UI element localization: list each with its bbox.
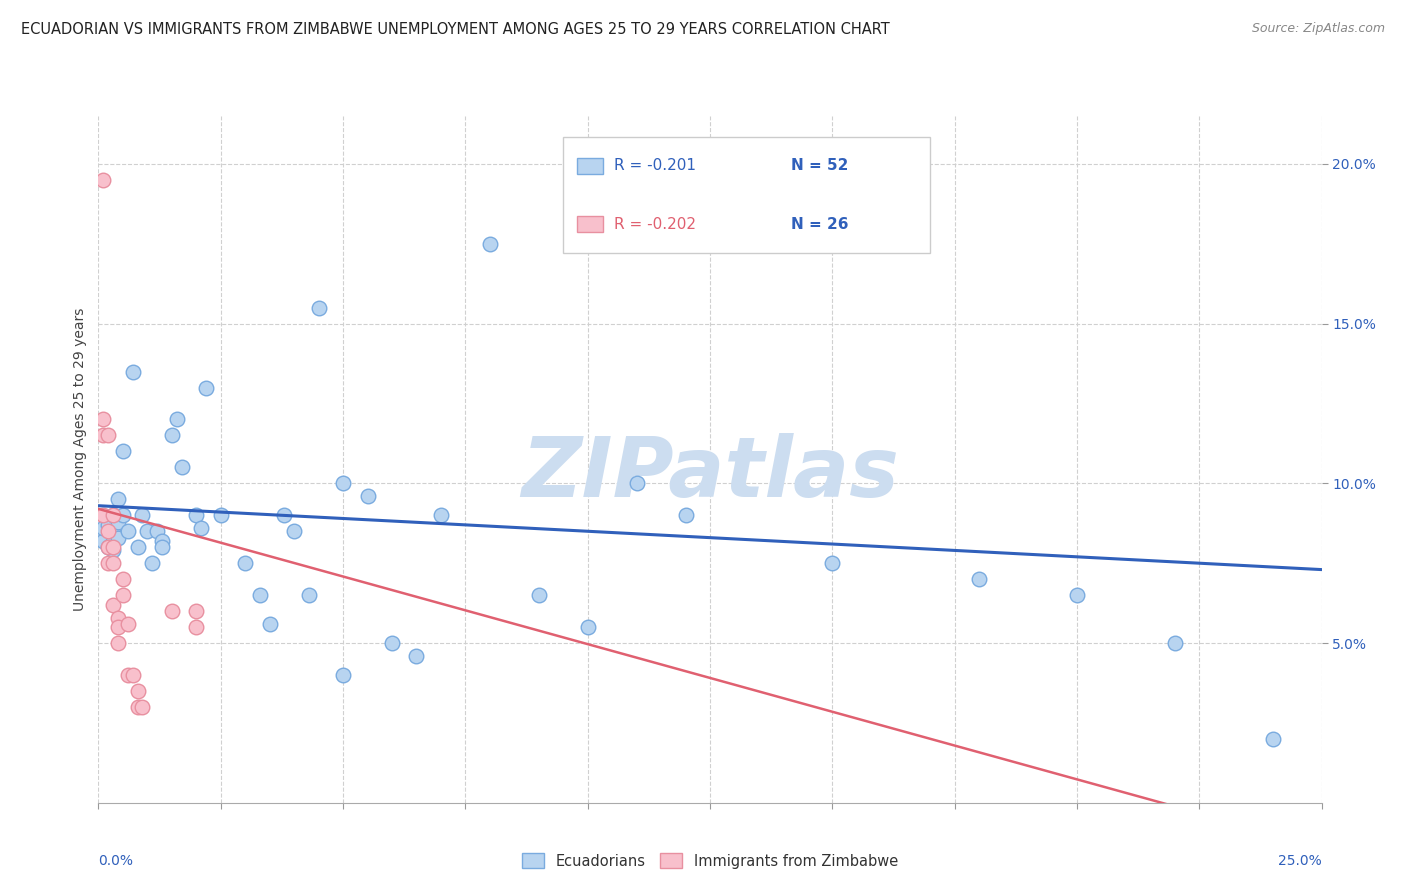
Ecuadorians xyxy=(478,236,501,251)
Ecuadorians xyxy=(101,543,124,558)
Immigrants from Zimbabwe xyxy=(97,428,120,442)
Ecuadorians xyxy=(186,508,208,523)
Immigrants from Zimbabwe xyxy=(117,668,139,682)
Text: ZIPatlas: ZIPatlas xyxy=(522,433,898,514)
Ecuadorians xyxy=(273,508,295,523)
Immigrants from Zimbabwe xyxy=(121,668,143,682)
Ecuadorians xyxy=(160,428,183,442)
Immigrants from Zimbabwe xyxy=(97,540,120,554)
Ecuadorians xyxy=(91,533,114,548)
Text: R = -0.202: R = -0.202 xyxy=(614,217,696,232)
Ecuadorians xyxy=(821,556,844,570)
Immigrants from Zimbabwe xyxy=(111,588,134,602)
Ecuadorians xyxy=(1261,731,1284,746)
Ecuadorians xyxy=(405,648,427,663)
Ecuadorians xyxy=(131,508,153,523)
Ecuadorians xyxy=(259,616,281,631)
Immigrants from Zimbabwe xyxy=(91,508,114,523)
Text: 0.0%: 0.0% xyxy=(98,854,134,868)
Immigrants from Zimbabwe xyxy=(101,508,124,523)
Ecuadorians xyxy=(121,365,143,379)
Ecuadorians xyxy=(356,489,378,503)
Immigrants from Zimbabwe xyxy=(101,540,124,554)
Immigrants from Zimbabwe xyxy=(131,700,153,714)
Immigrants from Zimbabwe xyxy=(91,173,114,187)
Ecuadorians xyxy=(675,508,697,523)
Ecuadorians xyxy=(626,476,648,491)
Ecuadorians xyxy=(1066,588,1088,602)
Ecuadorians xyxy=(381,636,404,650)
Ecuadorians xyxy=(1164,636,1187,650)
Ecuadorians xyxy=(117,524,139,539)
Ecuadorians xyxy=(170,460,193,475)
Immigrants from Zimbabwe xyxy=(127,700,149,714)
Immigrants from Zimbabwe xyxy=(101,598,124,612)
Ecuadorians xyxy=(249,588,271,602)
Ecuadorians xyxy=(283,524,305,539)
Ecuadorians xyxy=(209,508,232,523)
Ecuadorians xyxy=(141,556,163,570)
Ecuadorians xyxy=(190,521,212,535)
Ecuadorians xyxy=(111,444,134,458)
Ecuadorians xyxy=(111,508,134,523)
Immigrants from Zimbabwe xyxy=(91,428,114,442)
Text: ECUADORIAN VS IMMIGRANTS FROM ZIMBABWE UNEMPLOYMENT AMONG AGES 25 TO 29 YEARS CO: ECUADORIAN VS IMMIGRANTS FROM ZIMBABWE U… xyxy=(21,22,890,37)
Y-axis label: Unemployment Among Ages 25 to 29 years: Unemployment Among Ages 25 to 29 years xyxy=(73,308,87,611)
Text: Source: ZipAtlas.com: Source: ZipAtlas.com xyxy=(1251,22,1385,36)
Ecuadorians xyxy=(527,588,550,602)
Ecuadorians xyxy=(967,572,990,586)
Text: N = 52: N = 52 xyxy=(790,158,848,173)
Immigrants from Zimbabwe xyxy=(107,636,129,650)
Ecuadorians xyxy=(91,521,114,535)
Immigrants from Zimbabwe xyxy=(107,610,129,624)
Ecuadorians xyxy=(233,556,256,570)
Immigrants from Zimbabwe xyxy=(117,616,139,631)
Ecuadorians xyxy=(195,380,218,394)
Text: N = 26: N = 26 xyxy=(790,217,848,232)
Immigrants from Zimbabwe xyxy=(186,620,208,634)
Immigrants from Zimbabwe xyxy=(91,412,114,426)
Ecuadorians xyxy=(107,531,129,545)
Ecuadorians xyxy=(97,517,120,532)
Ecuadorians xyxy=(332,476,354,491)
Immigrants from Zimbabwe xyxy=(107,620,129,634)
Ecuadorians xyxy=(146,524,169,539)
Immigrants from Zimbabwe xyxy=(111,572,134,586)
Ecuadorians xyxy=(576,620,599,634)
Ecuadorians xyxy=(136,524,159,539)
Ecuadorians xyxy=(101,524,124,539)
Ecuadorians xyxy=(150,533,173,548)
Text: R = -0.201: R = -0.201 xyxy=(614,158,696,173)
Ecuadorians xyxy=(101,533,124,548)
Ecuadorians xyxy=(332,668,354,682)
Immigrants from Zimbabwe xyxy=(186,604,208,618)
Ecuadorians xyxy=(101,508,124,523)
Ecuadorians xyxy=(150,540,173,554)
Ecuadorians xyxy=(166,412,188,426)
Immigrants from Zimbabwe xyxy=(97,524,120,539)
Ecuadorians xyxy=(308,301,330,315)
Text: 25.0%: 25.0% xyxy=(1278,854,1322,868)
Ecuadorians xyxy=(107,492,129,507)
Ecuadorians xyxy=(127,540,149,554)
Ecuadorians xyxy=(107,515,129,529)
Immigrants from Zimbabwe xyxy=(127,684,149,698)
Ecuadorians xyxy=(97,540,120,554)
Immigrants from Zimbabwe xyxy=(97,556,120,570)
Legend: Ecuadorians, Immigrants from Zimbabwe: Ecuadorians, Immigrants from Zimbabwe xyxy=(516,847,904,874)
Immigrants from Zimbabwe xyxy=(101,556,124,570)
Ecuadorians xyxy=(430,508,453,523)
Immigrants from Zimbabwe xyxy=(160,604,183,618)
Ecuadorians xyxy=(298,588,321,602)
